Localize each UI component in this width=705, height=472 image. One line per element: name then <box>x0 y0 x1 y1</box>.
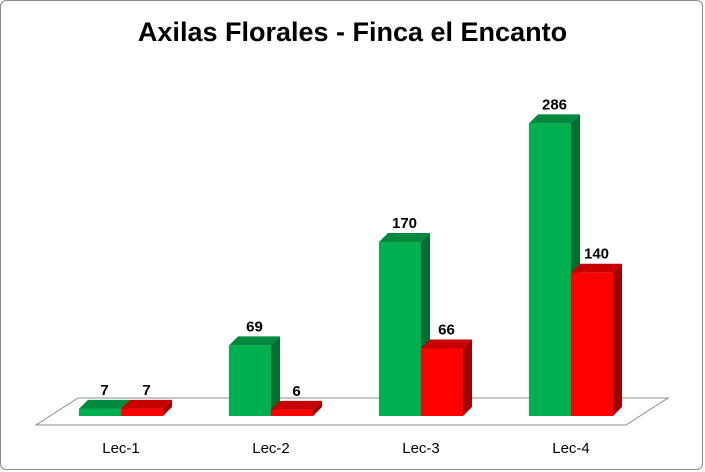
bar-top-face <box>571 263 622 273</box>
bar-top-face <box>229 336 280 346</box>
x-tick-label: Lec-4 <box>552 440 590 457</box>
bar-lec-2-series-2 <box>271 400 322 416</box>
bar-front-face <box>571 272 613 416</box>
bar-lec-1-series-2 <box>121 399 172 416</box>
bar-front-face <box>421 348 463 416</box>
data-label: 69 <box>246 318 263 335</box>
bars-group <box>79 114 622 417</box>
bar-top-face <box>271 400 322 410</box>
bar-top-face <box>421 339 472 349</box>
x-tick-label: Lec-1 <box>102 440 140 457</box>
bar-top-face <box>121 399 172 409</box>
data-label: 66 <box>438 321 455 338</box>
bar-lec-3-series-2 <box>421 339 472 416</box>
bar-side-face <box>313 400 322 416</box>
bar-side-face <box>613 263 622 416</box>
chart-title: Axilas Florales - Finca el Encanto <box>137 17 568 47</box>
bar-side-face <box>463 339 472 416</box>
bar-lec-2-series-1 <box>229 336 280 416</box>
bar-front-face <box>529 123 571 417</box>
data-label: 170 <box>392 215 417 232</box>
data-label: 6 <box>292 383 300 400</box>
bar-front-face <box>79 408 121 416</box>
data-label: 7 <box>100 382 108 399</box>
data-label: 7 <box>142 382 150 399</box>
bar-front-face <box>121 408 163 416</box>
data-labels-group: 7 7 69 6 170 66 286 140 <box>100 96 609 400</box>
bar-top-face <box>529 114 580 124</box>
bar-lec-4-series-2 <box>571 263 622 416</box>
x-tick-label: Lec-3 <box>402 440 440 457</box>
data-label: 286 <box>542 96 567 113</box>
tick-labels-group: Lec-1 Lec-2 Lec-3 Lec-4 <box>102 440 590 457</box>
bar-front-face <box>229 345 271 416</box>
x-tick-label: Lec-2 <box>252 440 290 457</box>
floor-plane <box>34 397 670 426</box>
bar-front-face <box>379 242 421 416</box>
bar-front-face <box>271 409 313 416</box>
bar-top-face <box>379 233 430 243</box>
bar-side-face <box>271 336 280 416</box>
data-label: 140 <box>584 246 609 263</box>
bar-top-face <box>79 399 130 409</box>
bar-side-face <box>163 399 172 416</box>
